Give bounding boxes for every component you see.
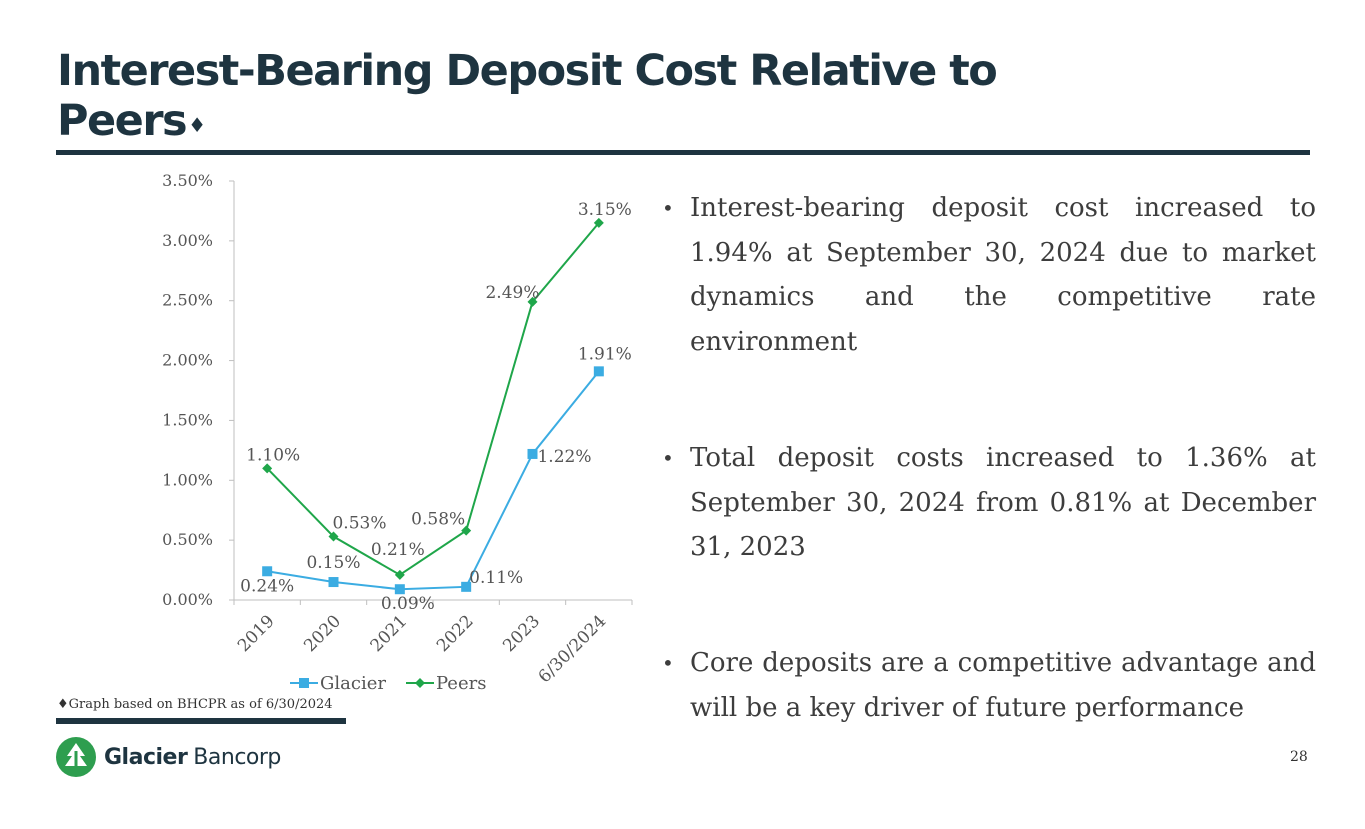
logo-text-bold: Glacier: [104, 744, 188, 770]
data-label: 0.53%: [332, 514, 386, 534]
data-label: 1.10%: [246, 445, 300, 465]
peers-point: [593, 217, 604, 228]
peers-point: [461, 525, 472, 536]
data-label: 0.11%: [469, 568, 523, 588]
bullet-dot: •: [662, 196, 674, 220]
data-label: 0.15%: [306, 553, 360, 573]
title-line-2: Peers: [57, 96, 188, 146]
bullet-dot: •: [662, 651, 674, 675]
footnote: ♦Graph based on BHCPR as of 6/30/2024: [57, 697, 333, 712]
glacier-point: [461, 581, 472, 592]
series-line-peers: [266, 222, 600, 577]
bullet-item-1: • Interest-bearing deposit cost increase…: [662, 186, 1316, 364]
footnote-divider: [56, 718, 346, 724]
y-tick-label: 1.00%: [162, 470, 213, 489]
y-tick-label: 0.50%: [162, 530, 213, 549]
data-label: 0.24%: [240, 576, 294, 596]
glacier-point: [262, 566, 273, 577]
y-tick-label: 3.00%: [162, 231, 213, 250]
x-tick-label: 6/30/2024: [535, 611, 611, 687]
glacier-point: [394, 584, 405, 595]
bullet-text-1: Interest-bearing deposit cost increased …: [690, 193, 1316, 357]
mountain-logo-icon: [56, 737, 96, 777]
legend-label-glacier: Glacier: [320, 673, 386, 694]
y-tick-label: 1.50%: [162, 410, 213, 429]
y-tick-label: 3.50%: [162, 171, 213, 190]
x-tick-label: 2021: [367, 611, 412, 656]
legend-label-peers: Peers: [436, 673, 486, 694]
title-line-1: Interest-Bearing Deposit Cost Relative t…: [57, 46, 998, 96]
bullet-item-2: • Total deposit costs increased to 1.36%…: [662, 436, 1316, 570]
data-label: 1.91%: [578, 344, 632, 364]
data-label: 3.15%: [578, 200, 632, 220]
company-logo: Glacier Bancorp: [56, 737, 281, 777]
peers-point: [394, 569, 405, 580]
bullet-text-2: Total deposit costs increased to 1.36% a…: [690, 443, 1316, 562]
title-divider: [56, 150, 1310, 155]
bullet-dot: •: [662, 446, 674, 470]
peers-point: [527, 296, 538, 307]
series-line-glacier: [267, 370, 600, 591]
glacier-point: [328, 577, 339, 588]
slide-title: Interest-Bearing Deposit Cost Relative t…: [57, 46, 1057, 146]
page-number: 28: [1290, 749, 1308, 765]
legend-marker-glacier: [299, 678, 309, 688]
bullet-item-3: • Core deposits are a competitive advant…: [662, 641, 1316, 730]
data-label: 0.21%: [371, 540, 425, 560]
data-label: 0.09%: [381, 594, 435, 614]
glacier-point: [593, 366, 604, 377]
peers-point: [262, 463, 273, 474]
x-tick-label: 2022: [433, 611, 478, 656]
x-tick-label: 2020: [300, 611, 345, 656]
data-label: 2.49%: [485, 283, 539, 303]
y-tick-label: 2.50%: [162, 291, 213, 310]
x-tick-label: 2023: [499, 611, 544, 656]
glacier-point: [527, 448, 538, 459]
x-tick-label: 2019: [234, 611, 279, 656]
y-tick-label: 0.00%: [162, 590, 213, 609]
data-label: 1.22%: [537, 447, 591, 467]
data-label: 0.58%: [411, 510, 465, 530]
peers-point: [328, 531, 339, 542]
bullet-text-3: Core deposits are a competitive advantag…: [690, 648, 1316, 723]
logo-text-light: Bancorp: [193, 744, 281, 770]
deposit-cost-chart: 0.00% 0.50% 1.00% 1.50% 2.00% 2.50% 3.00% 3.50%…: [162, 171, 633, 694]
legend-marker-peers: [415, 678, 425, 688]
diamond-mark: ♦: [188, 113, 206, 137]
y-tick-label: 2.00%: [162, 351, 213, 370]
